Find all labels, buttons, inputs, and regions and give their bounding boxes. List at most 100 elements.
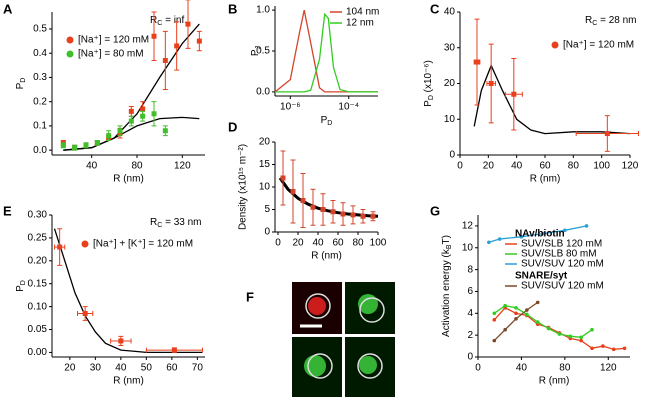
x-tick-label: 0 <box>275 238 281 249</box>
annotation-sub: C <box>157 20 162 27</box>
annotation-part: = inf. <box>162 15 187 26</box>
x-tick-label: 20 <box>483 161 495 172</box>
y-tick-label: 0.00 <box>28 347 48 358</box>
legend-label: [Na⁺] = 120 mM <box>563 40 634 51</box>
annotation-part: = 33 nm <box>162 217 201 228</box>
panel-label: D <box>228 119 237 134</box>
x-tick-label: 80 <box>352 238 364 249</box>
point <box>128 118 134 124</box>
point <box>622 346 627 351</box>
y-axis-label-part: T) <box>441 235 452 244</box>
x-axis-label: R (nm) <box>113 376 144 387</box>
y-tick-label: 0.15 <box>28 278 48 289</box>
legend-label: 104 nm <box>346 7 379 18</box>
point <box>488 81 494 86</box>
y-tick-label: 0.2 <box>33 96 47 107</box>
point <box>128 108 134 114</box>
x-tick-label: 120 <box>600 363 617 374</box>
point <box>584 224 589 228</box>
y-axis-label-part: Activation energy (k <box>441 248 452 337</box>
point <box>340 211 346 217</box>
y-axis-label: PD <box>15 78 28 90</box>
panel-label: F <box>246 289 254 304</box>
y-tick-label: 0.25 <box>28 233 48 244</box>
x-tick-label: 80 <box>568 161 580 172</box>
line <box>488 225 587 243</box>
point <box>590 346 594 351</box>
point <box>525 308 529 312</box>
x-tick-label: 50 <box>141 363 153 374</box>
x-tick-label: 70 <box>192 363 204 374</box>
point <box>601 344 605 348</box>
point <box>535 320 540 324</box>
point <box>563 228 567 233</box>
roi <box>357 353 383 379</box>
point <box>320 207 326 212</box>
point <box>140 113 146 119</box>
fit-curve <box>473 63 631 135</box>
x-tick-label: 0 <box>475 363 481 374</box>
point <box>196 38 202 44</box>
point <box>503 327 507 332</box>
x-tick-label: 60 <box>166 363 178 374</box>
point <box>370 213 376 219</box>
x-tick-label: 40 <box>516 363 528 374</box>
legend-header: NAv/biotin <box>515 229 565 240</box>
legend-header: SNARE/syt <box>515 271 568 282</box>
point <box>57 244 63 250</box>
point <box>590 327 594 332</box>
y-axis-label: PD (x10⁻⁶) <box>423 60 436 107</box>
spot <box>308 297 326 315</box>
point <box>60 142 66 148</box>
legend-marker <box>551 41 559 49</box>
y-axis-label: Activation energy (kBT) <box>441 235 454 337</box>
point <box>94 140 100 146</box>
y-axis-label-sub: B <box>446 244 453 249</box>
point <box>541 231 545 236</box>
point <box>350 212 356 218</box>
point <box>487 240 491 245</box>
point <box>118 338 124 344</box>
y-tick-label: 10 <box>444 114 456 125</box>
point <box>82 310 88 316</box>
panel-label: A <box>3 1 13 16</box>
legend-marker <box>66 36 74 44</box>
y-tick-label: 0 <box>449 150 455 161</box>
x-tick-label: 10⁻⁴ <box>338 102 359 113</box>
roi <box>307 353 333 379</box>
y-tick-label: 4 <box>467 308 473 319</box>
y-tick-label: 0 <box>467 352 473 363</box>
legend-label: SUV/SLB 120 mM <box>521 239 602 250</box>
y-tick-label: 6 <box>467 286 473 297</box>
y-tick-label: 0.1 <box>33 121 47 132</box>
y-tick-label: 10 <box>259 182 271 193</box>
point <box>162 128 168 134</box>
legend-label: SUV/SUV 120 mM <box>521 281 604 292</box>
point <box>511 91 517 97</box>
point <box>514 306 518 310</box>
panel-label: G <box>430 203 440 218</box>
x-tick-label: 60 <box>332 238 344 249</box>
y-axis-label-part: (x10⁻⁶) <box>423 60 434 95</box>
y-axis-label-part: P <box>15 82 26 89</box>
annotation-part: R <box>150 217 157 228</box>
x-tick-label: 10⁻⁶ <box>280 102 301 113</box>
x-tick-label: 80 <box>559 363 571 374</box>
fit-curve <box>63 116 200 151</box>
y-tick-label: 0.3 <box>33 72 47 83</box>
spot <box>358 294 378 314</box>
y-axis-label: PD <box>15 280 28 292</box>
point <box>611 347 616 352</box>
point <box>106 133 112 139</box>
y-tick-label: 12 <box>462 221 474 232</box>
x-axis-label: R (nm) <box>311 251 342 262</box>
x-tick-label: 40 <box>511 161 523 172</box>
point <box>492 338 497 343</box>
point <box>492 318 497 322</box>
point <box>162 57 168 63</box>
image-panel: F <box>246 282 395 397</box>
y-axis-label-part: P <box>250 49 261 56</box>
point <box>185 21 191 27</box>
annotation-part: R <box>585 15 592 26</box>
line <box>493 305 593 338</box>
